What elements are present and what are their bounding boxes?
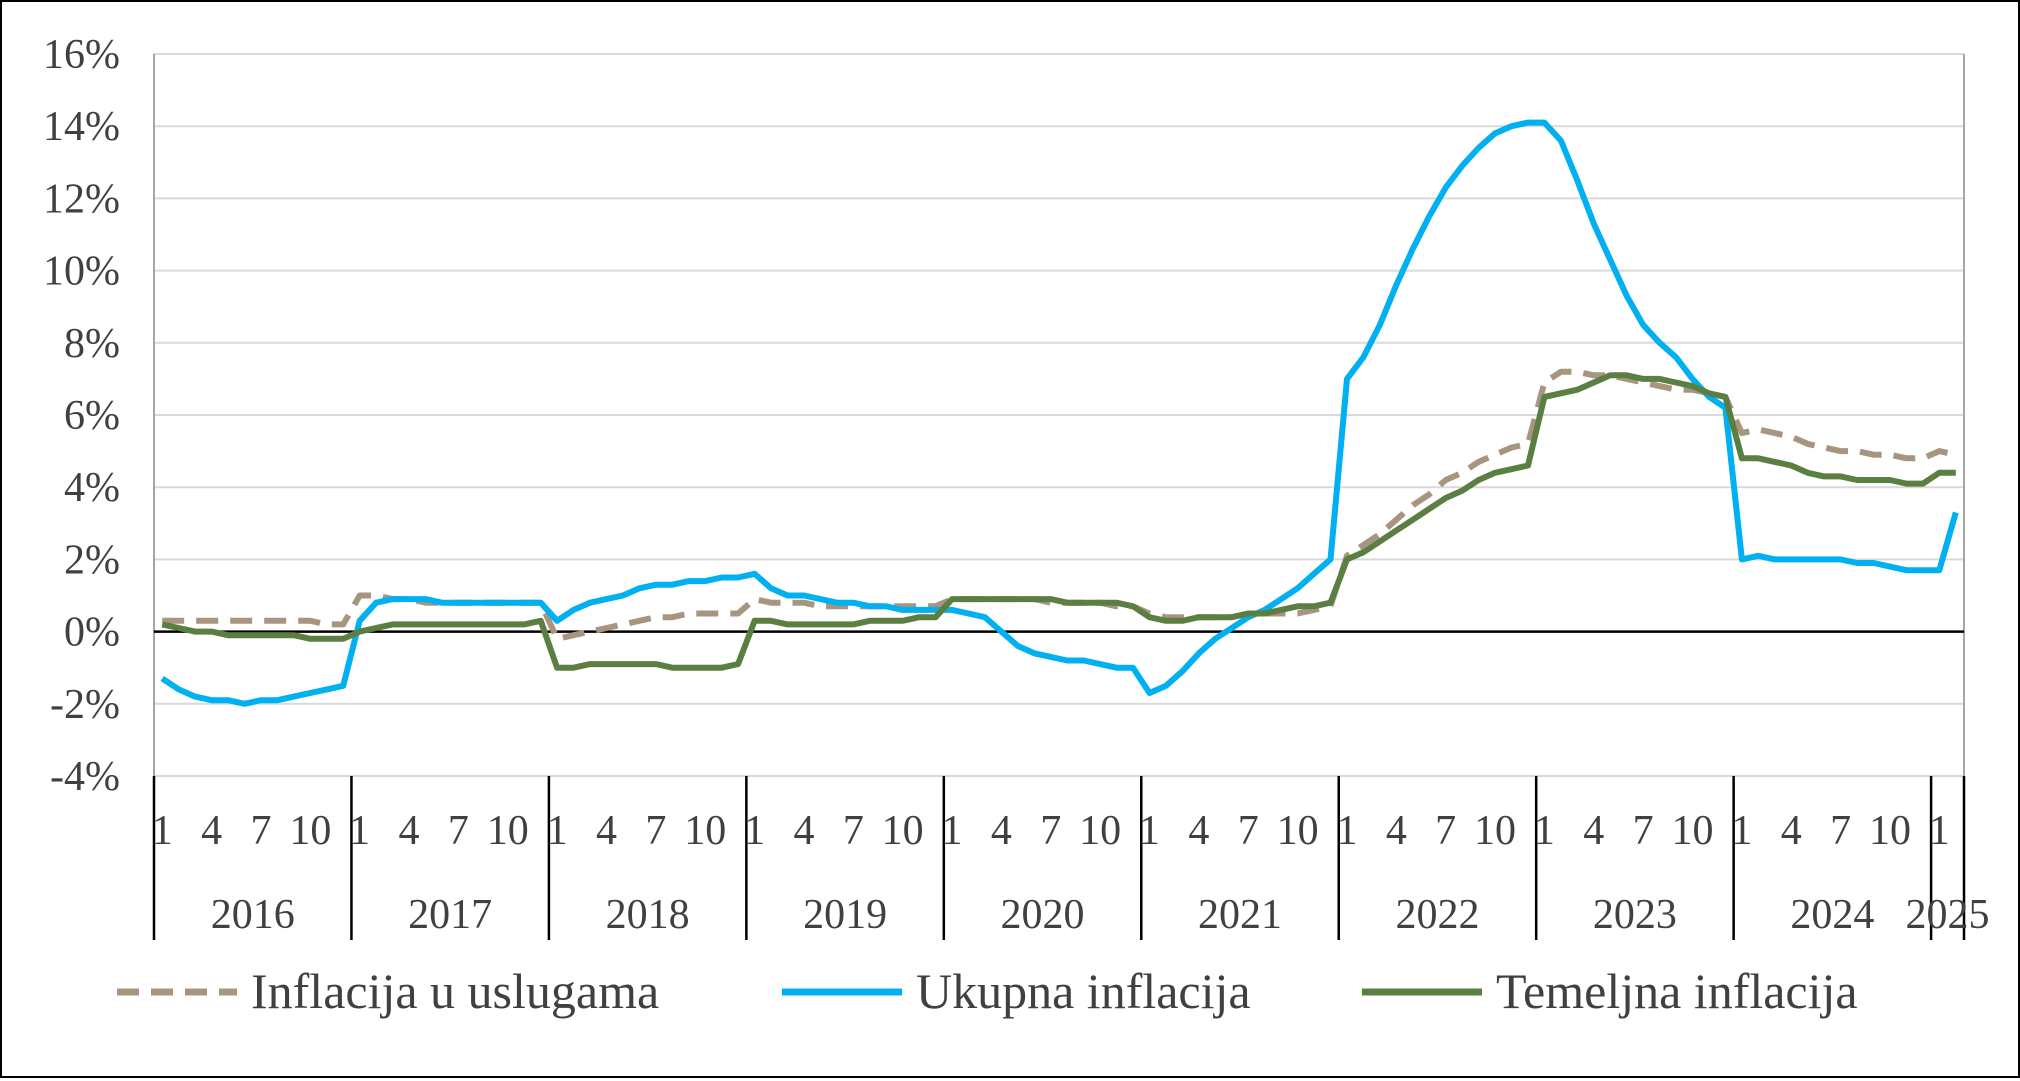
y-tick-label: 12% [43, 176, 120, 222]
x-month-tick-label: 1 [1929, 808, 1950, 854]
y-tick-label: 10% [43, 249, 120, 295]
legend-label: Temeljna inflacija [1496, 963, 1858, 1019]
x-month-tick-label: 7 [1435, 808, 1456, 854]
x-month-tick-label: 10 [1474, 808, 1516, 854]
x-month-tick-label: 7 [645, 808, 666, 854]
x-month-tick-label: 1 [942, 808, 963, 854]
x-month-tick-label: 4 [1583, 808, 1604, 854]
x-month-tick-label: 7 [1238, 808, 1259, 854]
x-year-label: 2021 [1198, 892, 1282, 938]
x-month-tick-label: 10 [487, 808, 529, 854]
x-month-tick-label: 10 [1079, 808, 1121, 854]
y-tick-label: 2% [64, 537, 120, 583]
y-tick-label: 14% [43, 104, 120, 150]
legend-label: Inflacija u uslugama [251, 963, 659, 1019]
x-month-tick-label: 4 [596, 808, 617, 854]
y-tick-label: 4% [64, 465, 120, 511]
x-month-tick-label: 7 [448, 808, 469, 854]
y-tick-label: -2% [50, 682, 120, 728]
x-year-label: 2023 [1593, 892, 1677, 938]
x-year-label: 2024 [1790, 892, 1874, 938]
series-line [160, 119, 1959, 707]
x-month-tick-label: 4 [991, 808, 1012, 854]
x-month-tick-label: 10 [882, 808, 924, 854]
x-month-tick-label: 4 [793, 808, 814, 854]
x-month-tick-label: 10 [1672, 808, 1714, 854]
x-month-tick-label: 7 [1633, 808, 1654, 854]
x-month-tick-label: 4 [1386, 808, 1407, 854]
legend: Inflacija u uslugama Ukupna inflacija Teme… [117, 963, 1858, 1019]
x-month-tick-label: 7 [250, 808, 271, 854]
x-month-tick-label: 7 [1830, 808, 1851, 854]
y-axis: -4% -2% 0% 2% 4% 6% 8% 10% 12% 14% 16% [43, 32, 120, 800]
x-month-tick-label: 4 [399, 808, 420, 854]
gridlines [153, 53, 1965, 777]
x-month-tick-label: 10 [289, 808, 331, 854]
x-month-tick-label: 4 [1188, 808, 1209, 854]
y-tick-label: 16% [43, 32, 120, 78]
y-tick-label: -4% [50, 754, 120, 800]
legend-label: Ukupna inflacija [916, 963, 1251, 1019]
x-year-label: 2019 [803, 892, 887, 938]
series-line [161, 372, 1956, 671]
x-month-tick-label: 1 [1336, 808, 1357, 854]
x-month-tick-label: 1 [744, 808, 765, 854]
y-tick-label: 0% [64, 610, 120, 656]
x-month-tick-label: 4 [201, 808, 222, 854]
x-year-label: 2020 [1001, 892, 1085, 938]
x-year-label: 2025 [1906, 892, 1990, 938]
x-month-tick-label: 10 [1869, 808, 1911, 854]
y-tick-label: 6% [64, 393, 120, 439]
x-month-tick-label: 7 [1040, 808, 1061, 854]
x-month-tick-label: 10 [1277, 808, 1319, 854]
x-month-tick-label: 1 [349, 808, 370, 854]
x-month-tick-label: 1 [1534, 808, 1555, 854]
x-month-tick-label: 1 [547, 808, 568, 854]
x-year-label: 2016 [211, 892, 295, 938]
x-year-label: 2022 [1395, 892, 1479, 938]
x-year-label: 2018 [606, 892, 690, 938]
x-month-tick-label: 10 [684, 808, 726, 854]
x-year-label: 2017 [408, 892, 492, 938]
x-month-tick-label: 7 [843, 808, 864, 854]
x-month-tick-label: 4 [1781, 808, 1802, 854]
y-tick-label: 8% [64, 321, 120, 367]
x-month-tick-label: 1 [1139, 808, 1160, 854]
x-month-tick-label: 1 [1731, 808, 1752, 854]
x-month-tick-label: 1 [152, 808, 173, 854]
series-lines [160, 119, 1959, 707]
